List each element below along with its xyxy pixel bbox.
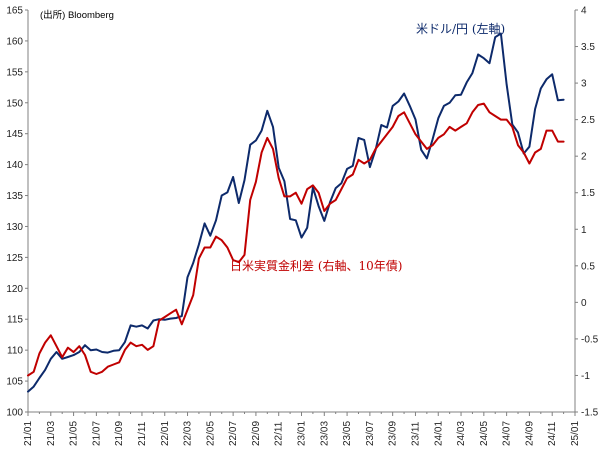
- right-tick-label: 2: [581, 152, 587, 163]
- left-tick-label: 145: [6, 129, 23, 140]
- x-tick-label: 25/01: [570, 421, 581, 446]
- left-tick-label: 135: [6, 191, 23, 202]
- right-tick-label: 1: [581, 225, 587, 236]
- left-tick-label: 160: [6, 36, 23, 47]
- x-tick-label: 21/07: [91, 421, 102, 446]
- x-tick-label: 23/07: [365, 421, 376, 446]
- source-note: (出所) Bloomberg: [40, 9, 114, 21]
- right-tick-label: 0.5: [581, 261, 595, 272]
- right-tick-label: -1: [581, 371, 590, 382]
- x-tick-label: 23/11: [410, 421, 421, 446]
- right-tick-label: 0: [581, 298, 587, 309]
- left-tick-label: 120: [6, 284, 23, 295]
- x-tick-label: 24/01: [433, 421, 444, 446]
- x-tick-label: 22/07: [228, 421, 239, 446]
- x-tick-label: 22/05: [205, 421, 216, 446]
- right-tick-label: -0.5: [581, 334, 599, 345]
- x-tick-label: 23/09: [388, 421, 399, 446]
- x-tick-label: 21/01: [23, 421, 34, 446]
- x-tick-label: 24/11: [547, 421, 558, 446]
- left-tick-label: 100: [6, 408, 23, 419]
- left-tick-label: 110: [7, 346, 23, 357]
- x-tick-label: 24/07: [502, 421, 513, 446]
- x-tick-label: 24/03: [456, 421, 467, 446]
- right-tick-label: 1.5: [581, 188, 595, 199]
- right-tick-label: 4: [581, 6, 587, 17]
- x-tick-label: 21/11: [137, 421, 148, 446]
- left-tick-label: 130: [6, 222, 23, 233]
- right-tick-label: 3: [581, 79, 587, 90]
- x-tick-label: 22/09: [251, 421, 262, 446]
- x-tick-label: 24/09: [524, 421, 535, 446]
- usdjpy-series-line: [27, 32, 565, 393]
- x-tick-label: 22/01: [160, 421, 171, 446]
- x-tick-label: 22/03: [183, 421, 194, 446]
- axes: 1001051101151201251301351401451501551601…: [6, 6, 598, 447]
- left-tick-label: 140: [6, 160, 23, 171]
- rate-diff-series-line: [27, 102, 565, 377]
- left-tick-label: 105: [6, 377, 23, 388]
- left-tick-label: 125: [6, 253, 23, 264]
- x-tick-label: 21/03: [46, 421, 57, 446]
- x-tick-label: 21/05: [69, 421, 80, 446]
- x-tick-label: 21/09: [114, 421, 125, 446]
- x-tick-label: 23/03: [319, 421, 330, 446]
- right-tick-label: -1.5: [581, 408, 599, 419]
- right-tick-label: 2.5: [581, 115, 595, 126]
- left-tick-label: 115: [7, 315, 23, 326]
- x-tick-label: 24/05: [479, 421, 490, 446]
- x-tick-label: 23/01: [297, 421, 308, 446]
- x-tick-label: 23/05: [342, 421, 353, 446]
- left-tick-label: 155: [6, 67, 23, 78]
- series-lines: [27, 32, 565, 393]
- left-tick-label: 165: [6, 6, 23, 17]
- x-tick-label: 22/11: [274, 421, 285, 446]
- right-tick-label: 3.5: [581, 42, 595, 53]
- usdjpy-label: 米ドル/円 (左軸): [416, 21, 505, 36]
- rate-diff-label: 日米実質金利差 (右軸、10年債): [230, 258, 402, 273]
- left-tick-label: 150: [6, 98, 23, 109]
